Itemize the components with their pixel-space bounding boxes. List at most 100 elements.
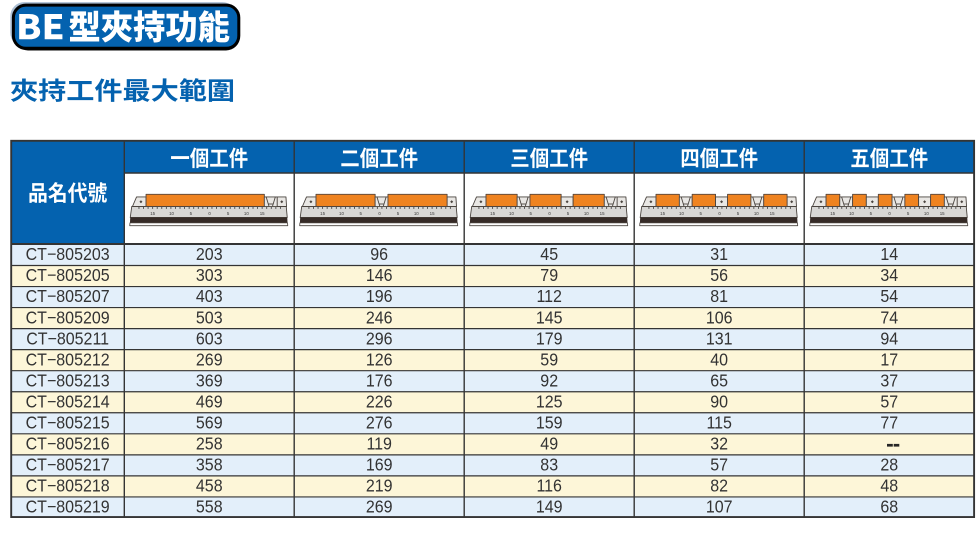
svg-text:40: 40 [710,350,728,370]
svg-text:48: 48 [880,476,898,496]
svg-text:15: 15 [940,211,945,216]
svg-text:0: 0 [378,211,381,216]
svg-text:37: 37 [880,371,898,391]
svg-text:176: 176 [366,371,393,391]
svg-text:269: 269 [366,497,393,517]
svg-text:92: 92 [540,371,558,391]
svg-text:CT−805215: CT−805215 [26,413,110,433]
svg-text:45: 45 [540,245,558,265]
svg-text:125: 125 [536,392,563,412]
svg-text:14: 14 [880,245,898,265]
svg-text:115: 115 [706,413,732,433]
svg-text:CT−805207: CT−805207 [26,287,110,307]
svg-text:94: 94 [880,329,898,349]
svg-text:107: 107 [706,497,733,517]
svg-text:246: 246 [366,308,393,328]
svg-text:54: 54 [880,287,898,307]
svg-text:34: 34 [880,266,898,286]
svg-text:226: 226 [366,392,393,412]
svg-text:358: 358 [196,455,223,475]
svg-text:31: 31 [710,245,728,265]
svg-text:83: 83 [540,455,558,475]
svg-text:CT−805203: CT−805203 [26,245,110,265]
svg-text:15: 15 [600,211,605,216]
svg-text:303: 303 [196,266,223,286]
svg-text:17: 17 [880,350,898,370]
svg-text:10: 10 [849,211,854,216]
svg-text:96: 96 [370,245,388,265]
svg-text:CT−805214: CT−805214 [26,392,110,412]
svg-text:5: 5 [870,211,873,216]
svg-text:219: 219 [366,476,393,496]
svg-text:49: 49 [540,434,558,454]
svg-text:10: 10 [679,211,684,216]
svg-text:116: 116 [536,476,562,496]
svg-text:74: 74 [880,308,898,328]
svg-text:CT−805217: CT−805217 [26,455,110,475]
svg-text:77: 77 [880,413,898,433]
svg-text:458: 458 [196,476,223,496]
svg-text:15: 15 [490,211,495,216]
svg-text:79: 79 [540,266,558,286]
svg-text:65: 65 [710,371,728,391]
svg-text:5: 5 [397,211,400,216]
svg-text:90: 90 [710,392,728,412]
svg-text:5: 5 [227,211,230,216]
svg-text:146: 146 [366,266,393,286]
svg-text:CT−805209: CT−805209 [26,308,110,328]
svg-text:15: 15 [260,211,265,216]
svg-text:131: 131 [706,329,733,349]
svg-text:10: 10 [924,211,929,216]
svg-text:10: 10 [754,211,759,216]
svg-text:CT−805212: CT−805212 [26,350,110,370]
svg-text:15: 15 [150,211,155,216]
svg-text:569: 569 [196,413,223,433]
svg-text:269: 269 [196,350,223,370]
svg-text:258: 258 [196,434,223,454]
svg-text:296: 296 [366,329,393,349]
svg-text:119: 119 [366,434,392,454]
svg-text:0: 0 [718,211,721,216]
svg-text:558: 558 [196,497,223,517]
svg-text:106: 106 [706,308,733,328]
svg-text:0: 0 [548,211,551,216]
svg-text:149: 149 [536,497,563,517]
svg-text:10: 10 [414,211,419,216]
svg-text:CT−805213: CT−805213 [26,371,110,391]
svg-text:15: 15 [430,211,435,216]
svg-text:179: 179 [536,329,563,349]
svg-text:15: 15 [660,211,665,216]
svg-text:503: 503 [196,308,223,328]
svg-text:5: 5 [567,211,570,216]
svg-text:145: 145 [536,308,563,328]
svg-text:403: 403 [196,287,223,307]
svg-text:CT−805211: CT−805211 [26,329,109,349]
svg-text:126: 126 [366,350,393,370]
svg-text:603: 603 [196,329,223,349]
svg-text:10: 10 [339,211,344,216]
svg-text:CT−805205: CT−805205 [26,266,110,286]
svg-text:203: 203 [196,245,223,265]
svg-text:10: 10 [244,211,249,216]
svg-text:10: 10 [584,211,589,216]
svg-text:5: 5 [190,211,193,216]
svg-text:112: 112 [536,287,562,307]
svg-text:159: 159 [536,413,563,433]
svg-text:59: 59 [540,350,558,370]
svg-text:CT−805216: CT−805216 [26,434,110,454]
svg-text:0: 0 [208,211,211,216]
svg-text:68: 68 [880,497,898,517]
svg-text:56: 56 [710,266,728,286]
svg-text:82: 82 [710,476,728,496]
svg-text:0: 0 [888,211,891,216]
svg-text:15: 15 [770,211,775,216]
svg-text:276: 276 [366,413,393,433]
svg-text:5: 5 [530,211,533,216]
svg-text:369: 369 [196,371,223,391]
svg-text:CT−805218: CT−805218 [26,476,110,496]
svg-text:28: 28 [880,455,898,475]
svg-text:5: 5 [360,211,363,216]
svg-text:5: 5 [737,211,740,216]
svg-text:81: 81 [710,287,728,307]
svg-text:469: 469 [196,392,223,412]
